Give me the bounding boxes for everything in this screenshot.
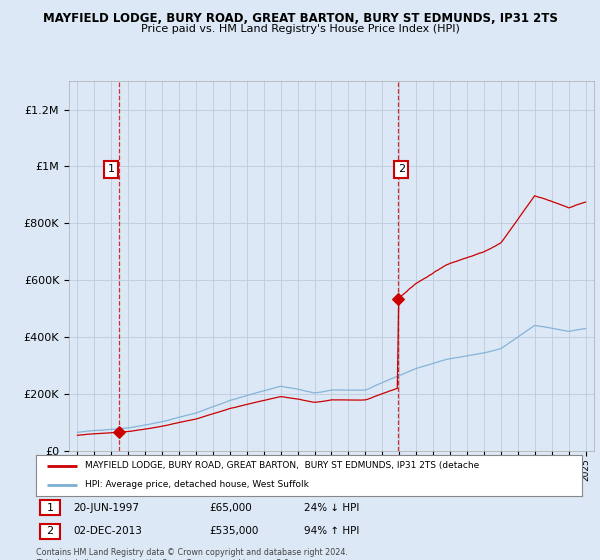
Text: £535,000: £535,000 (210, 526, 259, 536)
Text: 2: 2 (398, 164, 405, 174)
Text: Price paid vs. HM Land Registry's House Price Index (HPI): Price paid vs. HM Land Registry's House … (140, 24, 460, 34)
Text: MAYFIELD LODGE, BURY ROAD, GREAT BARTON,  BURY ST EDMUNDS, IP31 2TS (detache: MAYFIELD LODGE, BURY ROAD, GREAT BARTON,… (85, 461, 479, 470)
Text: 2: 2 (46, 526, 53, 536)
Text: 1: 1 (107, 164, 115, 174)
Point (393, 294, 403, 303)
Text: 24% ↓ HPI: 24% ↓ HPI (304, 502, 359, 512)
Text: Contains HM Land Registry data © Crown copyright and database right 2024.
This d: Contains HM Land Registry data © Crown c… (36, 548, 348, 560)
Text: 20-JUN-1997: 20-JUN-1997 (74, 502, 140, 512)
FancyBboxPatch shape (40, 500, 60, 515)
FancyBboxPatch shape (40, 524, 60, 539)
Point (115, 428, 124, 437)
Text: MAYFIELD LODGE, BURY ROAD, GREAT BARTON, BURY ST EDMUNDS, IP31 2TS: MAYFIELD LODGE, BURY ROAD, GREAT BARTON,… (43, 12, 557, 25)
Text: HPI: Average price, detached house, West Suffolk: HPI: Average price, detached house, West… (85, 480, 309, 489)
Text: 1: 1 (46, 502, 53, 512)
Text: 94% ↑ HPI: 94% ↑ HPI (304, 526, 359, 536)
Text: £65,000: £65,000 (210, 502, 253, 512)
Text: 02-DEC-2013: 02-DEC-2013 (74, 526, 143, 536)
